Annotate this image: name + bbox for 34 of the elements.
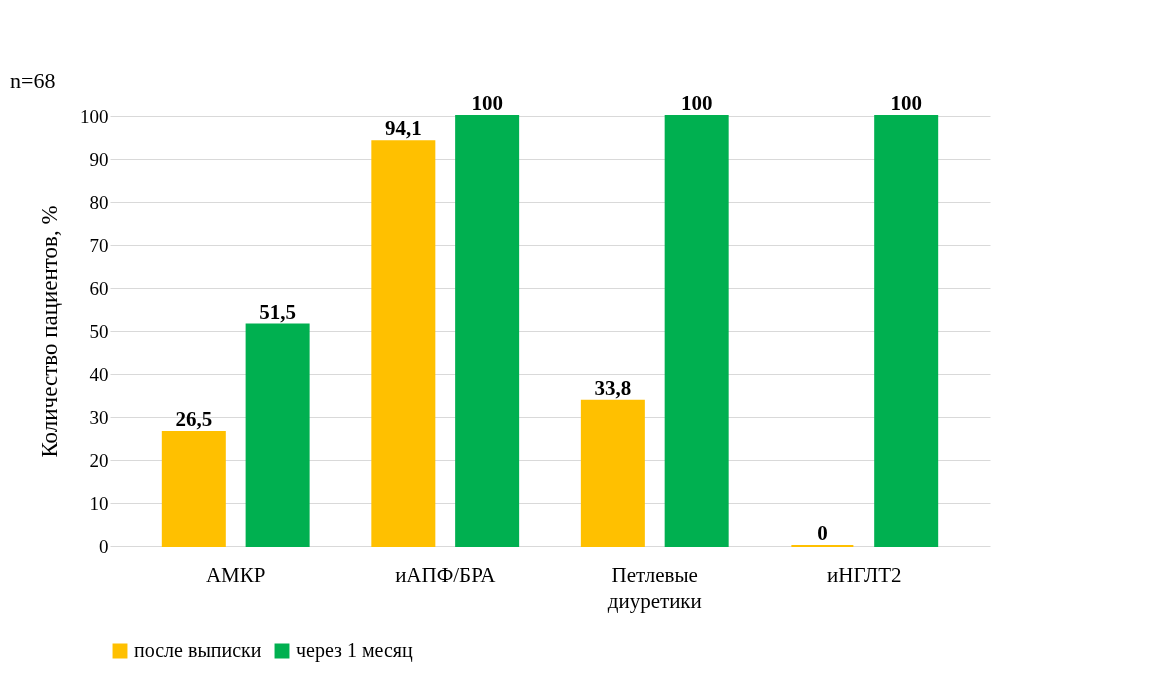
y-tick-label: 80 bbox=[89, 191, 109, 213]
y-tick-label: 70 bbox=[89, 234, 109, 256]
text: n=68 bbox=[10, 68, 56, 93]
data-label: 100 bbox=[680, 91, 713, 115]
bar bbox=[245, 323, 310, 547]
data-label: 0 bbox=[817, 521, 828, 545]
bar bbox=[161, 431, 226, 547]
data-label: 100 bbox=[471, 91, 503, 115]
x-tick-label: АМКР bbox=[205, 562, 266, 587]
data-label: 33,8 bbox=[594, 375, 632, 400]
bar bbox=[455, 115, 520, 547]
x-tick-label: иНГЛТ2 bbox=[827, 562, 902, 587]
data-label: 26,5 bbox=[175, 407, 213, 432]
data-label: 51,5 bbox=[259, 299, 296, 324]
bar bbox=[664, 115, 729, 547]
y-tick-label: 100 bbox=[80, 105, 109, 127]
bar bbox=[371, 140, 436, 547]
bar bbox=[874, 115, 939, 547]
y-tick-label: 40 bbox=[89, 363, 109, 385]
legend-label: после выписки bbox=[134, 639, 262, 661]
y-tick-label: 10 bbox=[89, 492, 109, 514]
y-tick-label: 90 bbox=[89, 148, 109, 170]
legend-label: через 1 месяц bbox=[296, 639, 414, 662]
y-tick-label: 20 bbox=[89, 449, 109, 471]
data-label: 94,1 bbox=[384, 116, 422, 141]
y-tick-label: 60 bbox=[89, 277, 109, 299]
y-axis-title: Количество пациентов, % bbox=[37, 205, 62, 458]
y-tick-label: 50 bbox=[89, 320, 109, 342]
x-tick-label: иАПФ/БРА bbox=[395, 562, 497, 587]
y-tick-label: 30 bbox=[89, 406, 109, 428]
x-tick-label: Петлевые диуретики bbox=[607, 562, 702, 613]
bar bbox=[580, 399, 645, 547]
data-label: 100 bbox=[890, 91, 922, 115]
y-tick-label: 0 bbox=[99, 535, 109, 557]
